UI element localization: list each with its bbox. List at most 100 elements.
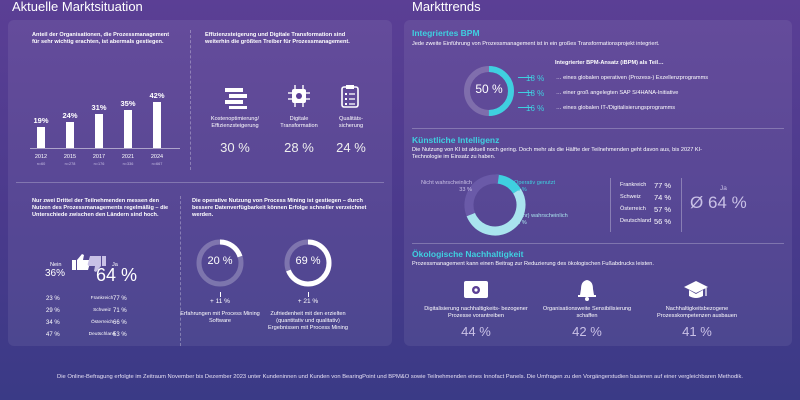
measure-no-2: 34 % — [46, 320, 60, 326]
measure-yes-0: 77 % — [113, 296, 127, 302]
ki-country-2: Österreich — [620, 206, 646, 212]
bpm-text: Anteil der Organisationen, die Prozessma… — [32, 32, 170, 45]
mining-label-0: Erfahrungen mit Process Mining Software — [180, 311, 260, 324]
eco-label-3: Nachhaltigkeitsbezogene Prozesskompetenz… — [657, 306, 737, 319]
donut-fill — [464, 66, 514, 116]
ki-seg-value-0: 33 % — [459, 187, 472, 193]
ibpm-sub: Integrierter BPM-Ansatz (iBPM) als Teil… — [555, 60, 664, 66]
bar-2015 — [66, 121, 74, 148]
ki-country-value-0: 77 % — [654, 181, 672, 190]
mining-delta-0: + 11 % — [210, 298, 230, 305]
eco-value-3: 41 % — [682, 324, 712, 339]
bar-n-2021: n=336 — [122, 162, 134, 166]
eco-heading: Ökologische Nachhaltigkeit — [412, 249, 524, 259]
eco-value-1: 44 % — [461, 324, 491, 339]
ibpm-text: Jede zweite Einführung von Prozessmanage… — [412, 41, 660, 47]
ki-seg-value-2: 53 % — [514, 220, 527, 226]
ki-heading: Künstliche Intelligenz — [412, 135, 500, 145]
mining-donut-1 — [284, 239, 332, 287]
measure-no-0: 23 % — [46, 296, 60, 302]
bar-label-2012: 19% — [33, 116, 49, 126]
divider — [412, 243, 784, 244]
left-title: Aktuelle Marktsituation — [12, 0, 143, 14]
thumbs-icon — [72, 252, 106, 274]
bar-n-2024: n=667 — [151, 162, 163, 166]
driver-value-1: 30 % — [220, 140, 250, 155]
driver-label-2: Digitale Transformation — [280, 116, 318, 129]
measure-no-3: 47 % — [46, 332, 60, 338]
mining-delta-1: + 21 % — [297, 298, 319, 305]
ki-country-value-1: 74 % — [654, 193, 672, 202]
ibpm-row-text-0: … eines globalen operativen (Prozess-) E… — [556, 75, 709, 81]
ibpm-donut-value: 50 % — [475, 82, 503, 96]
eco-label-1: Digitalisierung nachhaltigkeits- bezogen… — [424, 306, 528, 319]
ibpm-row-value-0: 18 % — [526, 74, 545, 83]
mining-value-0: 20 % — [207, 255, 233, 267]
ki-donut — [464, 174, 526, 236]
divider — [412, 128, 784, 129]
bar-year-2012: 2012 — [34, 154, 48, 160]
bar-2024 — [153, 101, 161, 148]
drivers-text: Effizienzsteigerung und Digitale Transfo… — [205, 32, 350, 45]
mining-text: Die operative Nutzung von Process Mining… — [192, 198, 367, 218]
eco-label-2: Organisationsweite Sensibilisierung scha… — [542, 306, 632, 319]
bar-year-2015: 2015 — [63, 154, 77, 160]
ja-label: Ja — [112, 262, 118, 268]
mining-value-1: 69 % — [295, 255, 321, 267]
stack-icon — [225, 86, 251, 110]
driver-label-1: Kostenoptimierung/ Effizienzsteigerung — [210, 116, 260, 129]
ki-country-1: Schweiz — [620, 194, 641, 200]
donut-fill — [196, 239, 244, 287]
ibpm-connector-2 — [518, 107, 532, 108]
eco-value-2: 42 % — [572, 324, 602, 339]
mining-label-1: Zufriedenheit mit den erzielten (quantit… — [268, 311, 348, 331]
bar-n-2012: n=60 — [36, 162, 46, 166]
driver-value-2: 28 % — [284, 140, 314, 155]
drivers-group: Kostenoptimierung/ Effizienzsteigerung D… — [195, 80, 385, 160]
bar-label-2021: 35% — [120, 98, 136, 108]
bar-year-2021: 2021 — [121, 154, 135, 160]
ibpm-connector-0 — [518, 77, 532, 78]
ibpm-heading: Integriertes BPM — [412, 28, 480, 38]
divider — [16, 182, 384, 183]
bar-label-2015: 24% — [62, 110, 78, 120]
bar-label-2024: 42% — [149, 90, 165, 100]
ki-seg-label-1: Operativ genutzt — [514, 180, 556, 186]
ki-seg-label-2: (Sehr) wahrscheinlich — [514, 213, 568, 219]
driver-label-3: Qualitäts- sicherung — [338, 116, 364, 129]
bar-2017 — [95, 113, 103, 148]
donut-fill — [284, 239, 332, 287]
right-title: Markttrends — [412, 0, 481, 14]
measure-country-1: Schweiz — [93, 308, 111, 313]
divider — [610, 178, 611, 232]
graduation-cap-icon — [683, 280, 709, 300]
bell-icon — [577, 279, 597, 301]
bar-label-2017: 31% — [91, 102, 107, 112]
measure-no-1: 29 % — [46, 308, 60, 314]
bar-2012 — [37, 127, 45, 148]
ki-seg-label-0: Nicht wahrscheinlich — [421, 180, 472, 186]
ki-seg-value-1: 16 % — [514, 187, 527, 193]
nein-value: 36% — [45, 268, 66, 279]
measure-country-2: Österreich — [90, 320, 114, 325]
divider — [681, 178, 682, 232]
mining-donut-0 — [196, 239, 244, 287]
mining-arrow-0 — [220, 292, 221, 297]
ibpm-row-value-1: 18 % — [526, 89, 545, 98]
measure-yes-1: 71 % — [113, 308, 127, 314]
ki-text: Die Nutzung von KI ist aktuell noch geri… — [412, 147, 703, 160]
ki-country-3: Deutschland — [620, 218, 652, 224]
measure-country-3: Deutschland — [88, 332, 116, 337]
measure-yes-2: 66 % — [113, 320, 127, 326]
checklist-icon — [341, 84, 361, 108]
bar-year-2017: 2017 — [92, 154, 106, 160]
divider — [180, 196, 182, 346]
measure-text: Nur zwei Drittel der Teilnehmenden messe… — [32, 198, 169, 218]
bar-n-2015: n=278 — [64, 162, 76, 166]
ki-country-0: Frankreich — [620, 182, 647, 188]
bar-year-2024: 2024 — [150, 154, 164, 160]
ibpm-row-text-2: … eines globalen IT-/Digitalisierungspro… — [556, 105, 676, 111]
ki-country-value-3: 56 % — [654, 217, 672, 226]
nein-label: Nein — [50, 262, 62, 268]
eco-text: Prozessmanagement kann einen Beitrag zur… — [412, 261, 654, 267]
